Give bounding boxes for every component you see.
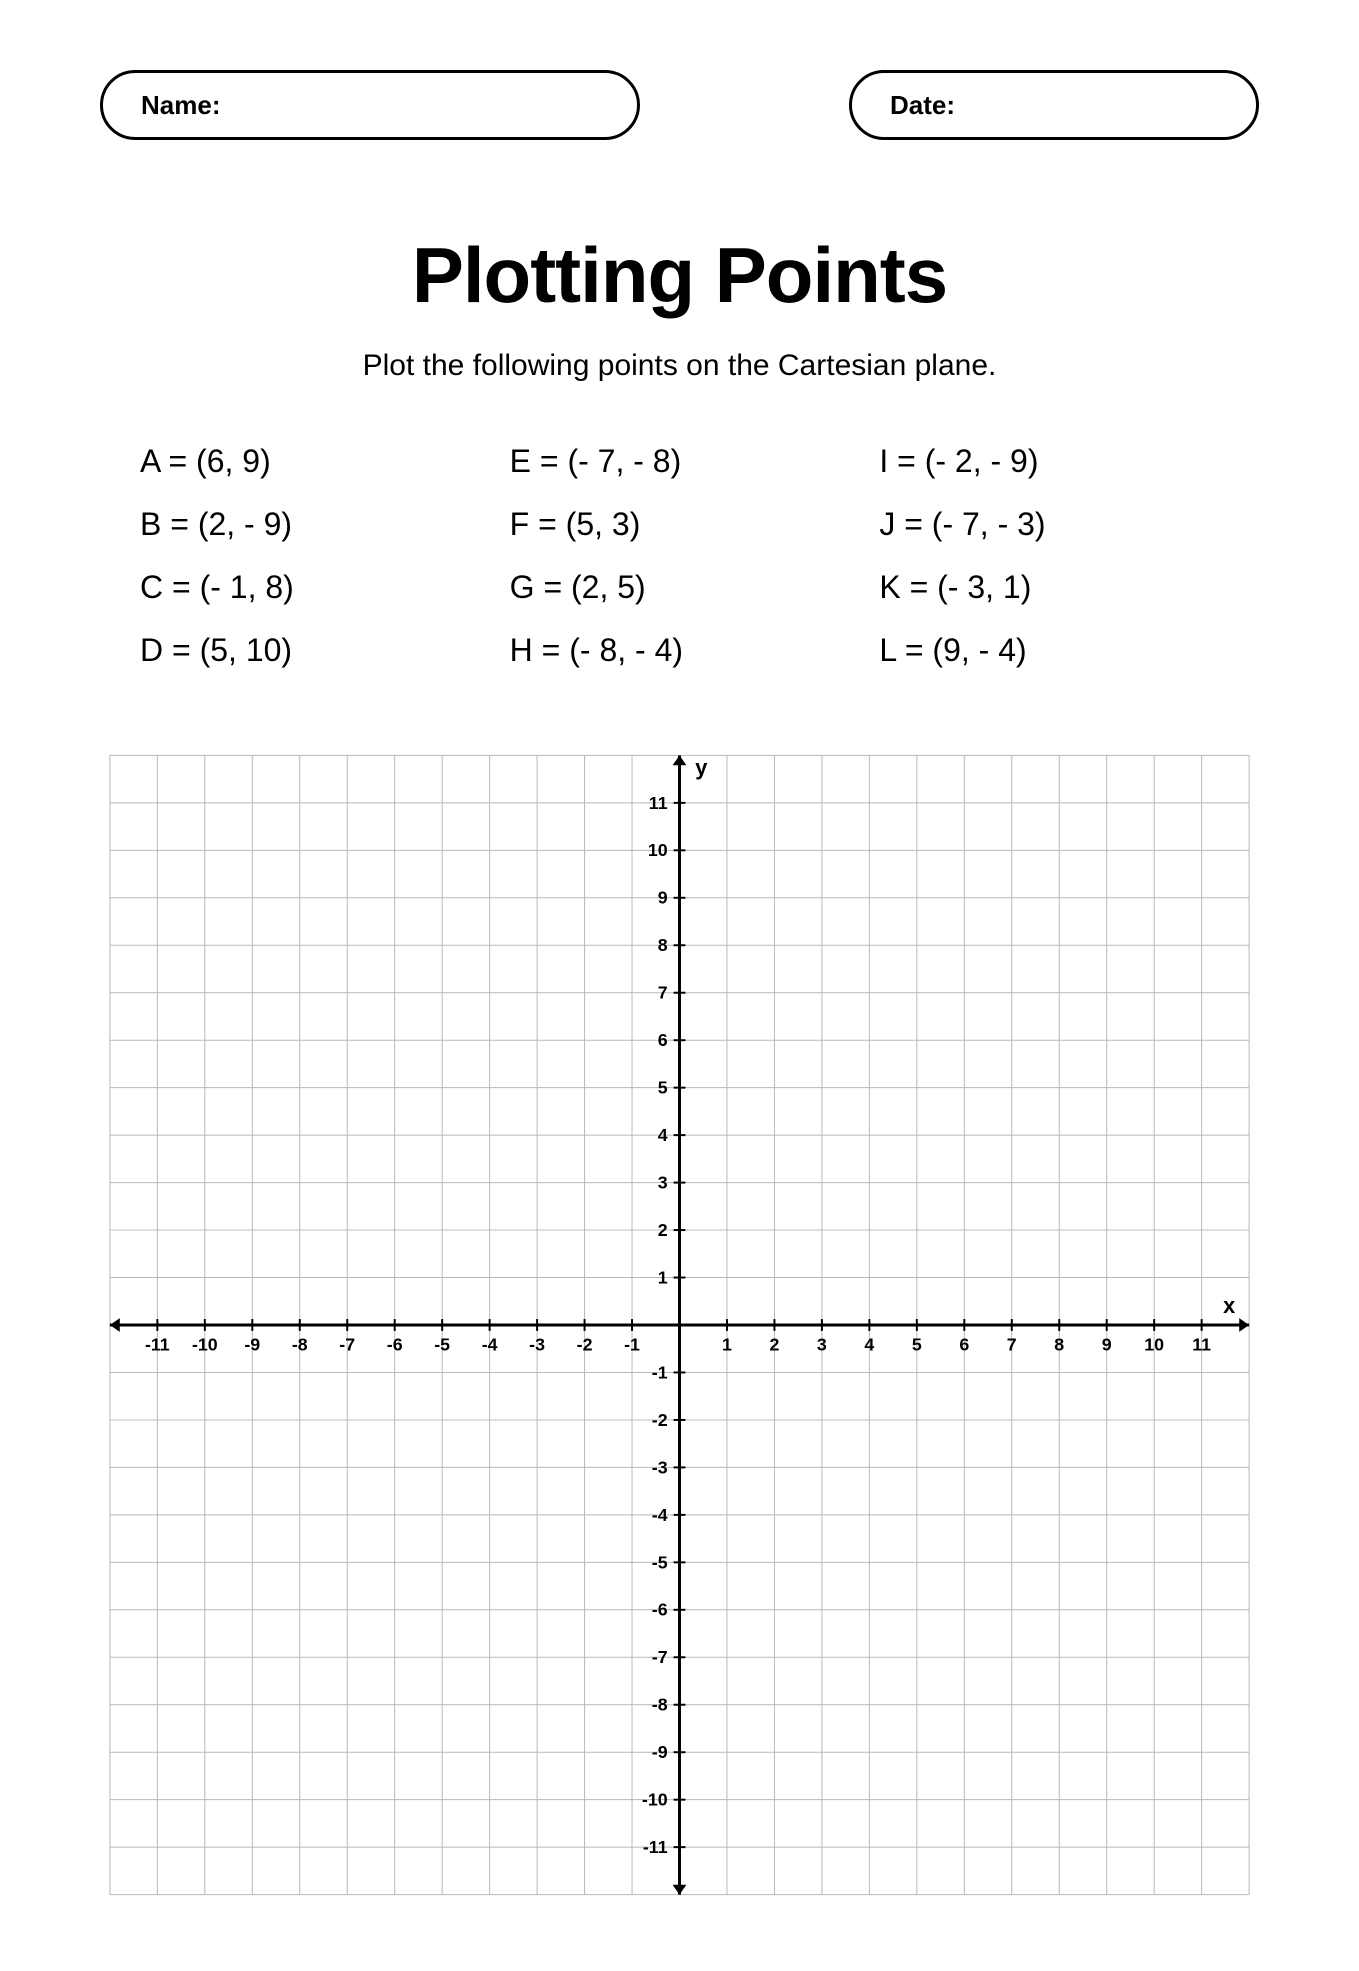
cartesian-plane: -11-10-9-8-7-6-5-4-3-2-11234567891011-11… bbox=[100, 739, 1259, 1911]
page-title: Plotting Points bbox=[100, 230, 1259, 321]
svg-text:-6: -6 bbox=[387, 1335, 403, 1355]
svg-text:-10: -10 bbox=[642, 1790, 668, 1810]
page-subtitle: Plot the following points on the Cartesi… bbox=[100, 349, 1259, 383]
svg-text:4: 4 bbox=[658, 1125, 668, 1145]
svg-text:-11: -11 bbox=[145, 1335, 170, 1355]
svg-text:-8: -8 bbox=[652, 1695, 668, 1715]
svg-text:x: x bbox=[1223, 1293, 1235, 1318]
point-b: B = (2, - 9) bbox=[140, 506, 480, 543]
svg-text:-6: -6 bbox=[652, 1600, 668, 1620]
svg-text:11: 11 bbox=[649, 793, 668, 813]
svg-text:8: 8 bbox=[1054, 1335, 1064, 1355]
svg-text:2: 2 bbox=[658, 1220, 668, 1240]
point-i: I = (- 2, - 9) bbox=[879, 443, 1219, 480]
svg-text:10: 10 bbox=[1144, 1335, 1164, 1355]
svg-text:5: 5 bbox=[912, 1335, 922, 1355]
header-row: Name: Date: bbox=[100, 70, 1259, 140]
svg-text:7: 7 bbox=[658, 983, 668, 1003]
point-h: H = (- 8, - 4) bbox=[510, 632, 850, 669]
svg-text:5: 5 bbox=[658, 1078, 668, 1098]
svg-text:6: 6 bbox=[959, 1335, 969, 1355]
svg-text:-3: -3 bbox=[529, 1335, 545, 1355]
date-field[interactable]: Date: bbox=[849, 70, 1259, 140]
point-e: E = (- 7, - 8) bbox=[510, 443, 850, 480]
svg-text:-9: -9 bbox=[652, 1742, 668, 1762]
name-label: Name: bbox=[141, 90, 220, 121]
svg-text:-2: -2 bbox=[577, 1335, 593, 1355]
svg-text:4: 4 bbox=[864, 1335, 874, 1355]
svg-text:7: 7 bbox=[1007, 1335, 1017, 1355]
svg-text:-7: -7 bbox=[652, 1647, 668, 1667]
svg-text:-1: -1 bbox=[624, 1335, 640, 1355]
svg-text:-1: -1 bbox=[652, 1362, 668, 1382]
svg-text:-5: -5 bbox=[652, 1552, 668, 1572]
svg-text:2: 2 bbox=[769, 1335, 779, 1355]
cartesian-plane-container: -11-10-9-8-7-6-5-4-3-2-11234567891011-11… bbox=[100, 739, 1259, 1911]
point-j: J = (- 7, - 3) bbox=[879, 506, 1219, 543]
worksheet-page: Name: Date: Plotting Points Plot the fol… bbox=[0, 0, 1359, 1971]
svg-text:1: 1 bbox=[658, 1267, 668, 1287]
svg-text:10: 10 bbox=[648, 840, 668, 860]
svg-text:-4: -4 bbox=[652, 1505, 668, 1525]
point-g: G = (2, 5) bbox=[510, 569, 850, 606]
svg-text:-10: -10 bbox=[192, 1335, 218, 1355]
point-a: A = (6, 9) bbox=[140, 443, 480, 480]
points-list: A = (6, 9) E = (- 7, - 8) I = (- 2, - 9)… bbox=[100, 443, 1259, 669]
point-k: K = (- 3, 1) bbox=[879, 569, 1219, 606]
svg-text:-11: -11 bbox=[643, 1837, 668, 1857]
svg-text:-7: -7 bbox=[339, 1335, 355, 1355]
point-d: D = (5, 10) bbox=[140, 632, 480, 669]
svg-text:11: 11 bbox=[1192, 1335, 1211, 1355]
svg-text:1: 1 bbox=[722, 1335, 732, 1355]
svg-text:-9: -9 bbox=[244, 1335, 260, 1355]
svg-text:8: 8 bbox=[658, 935, 668, 955]
svg-text:6: 6 bbox=[658, 1030, 668, 1050]
name-field[interactable]: Name: bbox=[100, 70, 640, 140]
point-l: L = (9, - 4) bbox=[879, 632, 1219, 669]
svg-text:y: y bbox=[695, 755, 707, 780]
point-c: C = (- 1, 8) bbox=[140, 569, 480, 606]
point-f: F = (5, 3) bbox=[510, 506, 850, 543]
svg-text:3: 3 bbox=[817, 1335, 827, 1355]
svg-text:-8: -8 bbox=[292, 1335, 308, 1355]
svg-text:-4: -4 bbox=[482, 1335, 498, 1355]
svg-text:-3: -3 bbox=[652, 1457, 668, 1477]
date-label: Date: bbox=[890, 90, 955, 121]
svg-text:-2: -2 bbox=[652, 1410, 668, 1430]
svg-text:9: 9 bbox=[658, 888, 668, 908]
svg-text:3: 3 bbox=[658, 1173, 668, 1193]
svg-text:-5: -5 bbox=[434, 1335, 450, 1355]
svg-text:9: 9 bbox=[1102, 1335, 1112, 1355]
